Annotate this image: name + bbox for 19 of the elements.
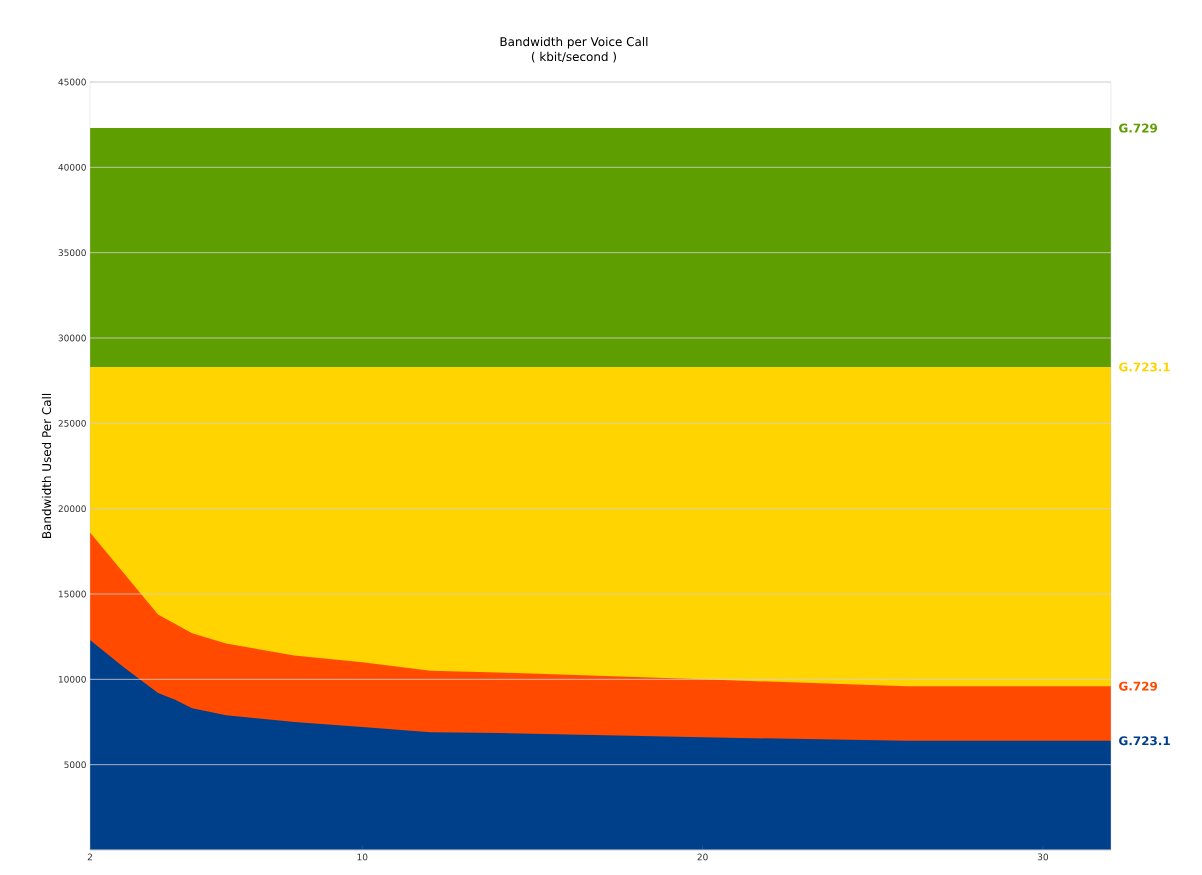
y-tick-label: 45000 bbox=[58, 78, 86, 86]
x-tick-label: 30 bbox=[1037, 853, 1049, 861]
y-tick-label: 5000 bbox=[64, 761, 86, 769]
y-tick-label: 10000 bbox=[58, 675, 86, 683]
series-label: G.729 bbox=[1119, 123, 1158, 133]
series-label: G.729 bbox=[1119, 681, 1158, 691]
y-tick-label: 25000 bbox=[58, 419, 86, 427]
x-tick-label: 10 bbox=[357, 853, 368, 861]
y-tick-label: 35000 bbox=[58, 249, 86, 257]
x-tick-label: 20 bbox=[697, 853, 708, 861]
y-tick-label: 40000 bbox=[58, 163, 86, 171]
series-label: G.723.1 bbox=[1119, 736, 1170, 746]
x-tick-label: 2 bbox=[87, 853, 92, 861]
series-label: G.723.1 bbox=[1119, 362, 1170, 372]
y-tick-label: 20000 bbox=[58, 505, 86, 513]
y-tick-label: 15000 bbox=[58, 590, 86, 598]
chart-title: Bandwidth per Voice Call ( kbit/second ) bbox=[500, 36, 648, 63]
y-axis-title: Bandwidth Used Per Call bbox=[41, 393, 52, 538]
y-tick-label: 30000 bbox=[58, 334, 86, 342]
